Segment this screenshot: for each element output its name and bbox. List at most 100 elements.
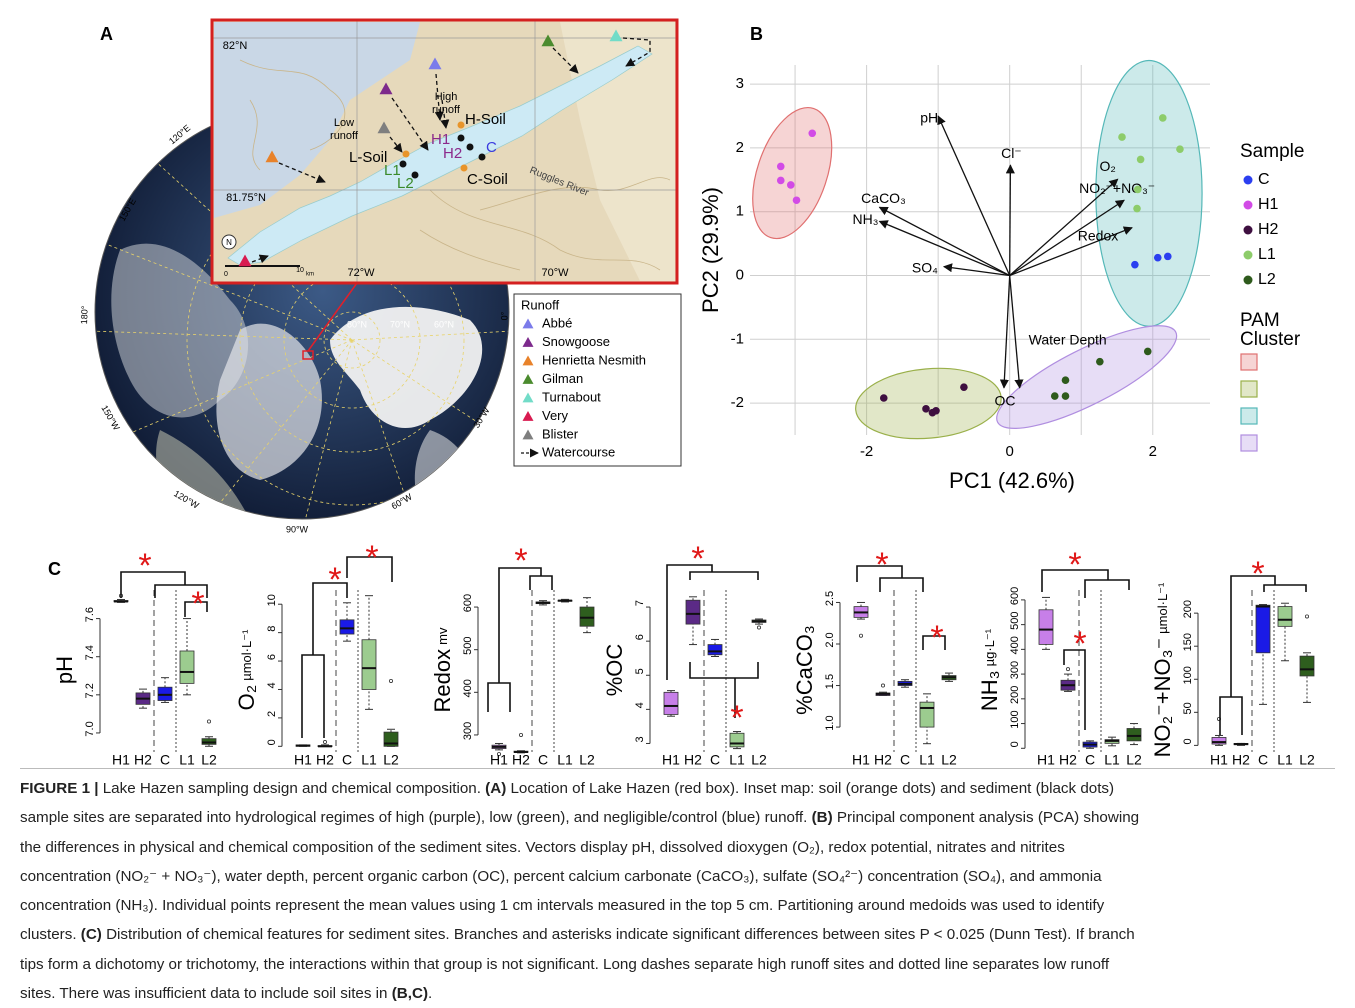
outlier: [1305, 615, 1308, 618]
outlier: [757, 626, 760, 629]
globe-label: 0°: [499, 311, 509, 320]
y-tick-label: 150: [1182, 633, 1194, 651]
globe-label: 80°N: [347, 319, 367, 329]
point: [777, 163, 785, 171]
site-label: C-Soil: [467, 171, 508, 188]
x-tick-label: L1: [179, 752, 195, 768]
point: [1062, 392, 1070, 400]
x-tick-label: H1: [1037, 752, 1055, 768]
legend-label: H2: [1258, 221, 1279, 238]
y-tick-label: 5: [634, 668, 646, 674]
cluster-ellipse: [738, 97, 847, 248]
x-tick-label: H1: [112, 752, 130, 768]
y-tick-label: 4: [634, 702, 646, 708]
significance-bracket: [530, 576, 552, 590]
box: [580, 607, 594, 626]
point: [1134, 186, 1142, 194]
x-tick-label: H1: [852, 752, 870, 768]
outlier: [207, 720, 210, 723]
point: [960, 383, 968, 391]
box: [1300, 656, 1314, 676]
y-tick-label: 6: [634, 634, 646, 640]
x-tick-label: L1: [557, 752, 573, 768]
y-tick-label: 200: [1182, 600, 1194, 618]
y-axis-title: %CaCO₃: [792, 625, 817, 715]
y-tick-label: 0: [736, 266, 744, 283]
x-tick-label: L2: [1299, 752, 1315, 768]
y-tick-label: 7.6: [84, 607, 96, 622]
y-tick-label: 3: [736, 75, 744, 92]
significance-marker: *: [930, 619, 943, 657]
x-tick-label: 0: [1006, 443, 1014, 460]
box: [664, 692, 678, 714]
point: [880, 394, 888, 402]
legend-title: Sample: [1240, 141, 1304, 162]
caption-bold: (C): [81, 926, 102, 943]
caption-text: Distribution of chemical features for se…: [102, 926, 1135, 943]
legend-label: L2: [1258, 271, 1276, 288]
legend-label: Henrietta Nesmith: [542, 352, 646, 367]
y-tick-label: 400: [1009, 636, 1021, 654]
x-tick-label: L2: [383, 752, 399, 768]
point: [932, 407, 940, 415]
y-tick-label: 0: [266, 739, 278, 745]
caption-bold: (A): [485, 780, 506, 797]
point: [1176, 145, 1184, 153]
significance-bracket: [1085, 580, 1129, 598]
box: [1127, 729, 1141, 741]
globe-label: 180°: [79, 305, 90, 324]
lat-label: 82°N: [223, 40, 248, 52]
y-axis-label: NO₂⁻+NO₃⁻µmol·L⁻¹: [1150, 582, 1175, 757]
annotation: runoff: [330, 130, 359, 142]
legend-label: Watercourse: [542, 444, 615, 459]
caption: FIGURE 1 | Lake Hazen sampling design an…: [20, 774, 1345, 1008]
y-tick-label: 1.5: [824, 674, 836, 689]
significance-marker: *: [1251, 555, 1264, 593]
annotation: High: [435, 91, 458, 103]
caption-line: concentration (NO₂⁻ + NO₃⁻), water depth…: [20, 862, 1345, 891]
caption-line: the differences in physical and chemical…: [20, 833, 1345, 862]
significance-marker: *: [1073, 625, 1086, 663]
y-tick-label: 0: [1009, 741, 1021, 747]
inset-map: 82°N 81.75°N 72°W 70°W High runoff Low r…: [212, 20, 677, 283]
site-label: C: [486, 139, 497, 156]
x-tick-label: C: [538, 752, 548, 768]
y-tick-label: 100: [1009, 710, 1021, 728]
y-tick-label: 600: [1009, 587, 1021, 605]
legend-title: Runoff: [521, 297, 559, 312]
x-tick-label: L1: [729, 752, 745, 768]
legend-label: Very: [542, 408, 569, 423]
y-axis-title: O₂: [234, 685, 259, 711]
y-axis-title: Redox: [430, 649, 455, 713]
x-tick-label: H2: [316, 752, 334, 768]
loading-vector: [1004, 276, 1010, 388]
x-tick-label: L2: [1126, 752, 1142, 768]
vector-label: NO₂⁻+NO₃⁻: [1079, 180, 1155, 196]
cluster-key: [1241, 381, 1257, 397]
site-label: H2: [443, 145, 462, 162]
y-axis-unit: mv: [435, 627, 450, 645]
significance-marker: *: [730, 699, 743, 737]
y-axis-unit: µmol·L⁻¹: [239, 629, 254, 681]
cluster-ellipse: [985, 307, 1188, 446]
y-tick-label: 2.5: [824, 591, 836, 606]
scale-label: 10: [296, 267, 304, 274]
y-tick-label: 2: [266, 711, 278, 717]
scale-label: 0: [224, 271, 228, 278]
x-tick-label: C: [342, 752, 352, 768]
x-tick-label: L1: [361, 752, 377, 768]
significance-marker: *: [191, 585, 204, 623]
panel-label: A: [100, 24, 113, 44]
box: [340, 620, 354, 634]
significance-marker: *: [691, 540, 704, 578]
caption-text: tips form a dichotomy or trichotomy, the…: [20, 956, 1109, 973]
legend-label: Snowgoose: [542, 334, 610, 349]
x-tick-label: H2: [1232, 752, 1250, 768]
y-axis-title: NH₃: [977, 670, 1002, 711]
legend-label: Gilman: [542, 371, 583, 386]
significance-marker: *: [365, 539, 378, 577]
cluster-key: [1241, 435, 1257, 451]
box: [362, 640, 376, 690]
y-axis-label: %CaCO₃: [792, 625, 817, 715]
x-tick-label: C: [1258, 752, 1268, 768]
